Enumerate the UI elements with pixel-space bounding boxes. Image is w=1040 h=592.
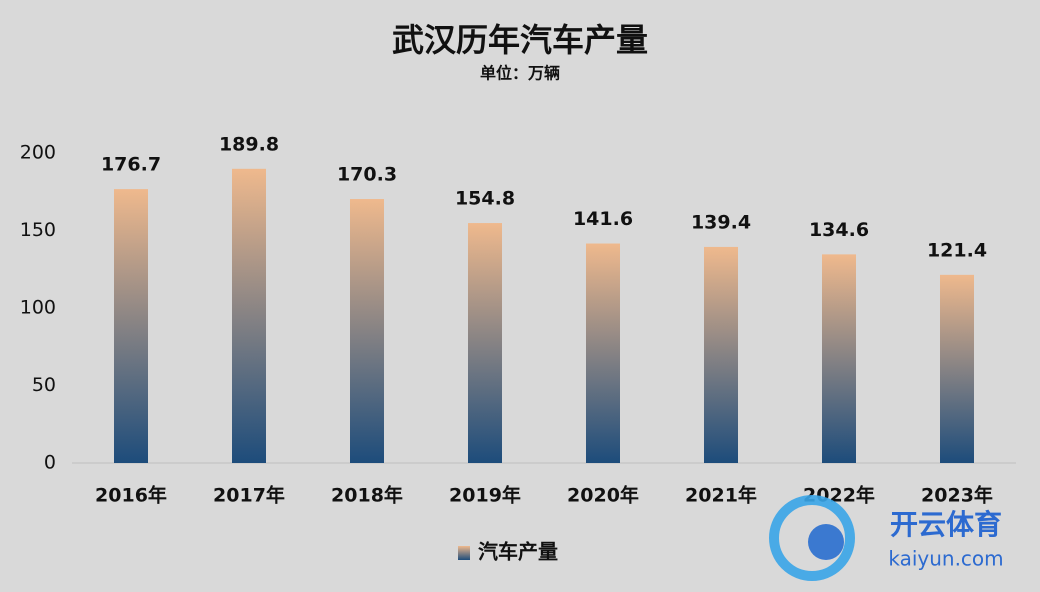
x-tick-label: 2023年 xyxy=(921,484,993,507)
value-label: 176.7 xyxy=(101,154,161,176)
value-label: 189.8 xyxy=(219,133,279,155)
bar xyxy=(586,243,620,463)
watermark-brand: 开云体育 xyxy=(890,508,1002,541)
watermark-logo xyxy=(769,495,855,581)
chart-title: 武汉历年汽车产量 xyxy=(392,21,648,59)
bar xyxy=(822,254,856,463)
value-label: 121.4 xyxy=(927,239,987,261)
x-tick-label: 2020年 xyxy=(567,484,639,507)
chart-subtitle: 单位：万辆 xyxy=(480,64,560,83)
y-tick-label: 100 xyxy=(20,297,56,319)
y-tick-label: 150 xyxy=(20,219,56,241)
y-tick-label: 200 xyxy=(20,142,56,164)
bar xyxy=(350,199,384,463)
value-label: 134.6 xyxy=(809,219,869,241)
bar xyxy=(114,189,148,464)
value-label: 154.8 xyxy=(455,188,515,210)
x-tick-label: 2021年 xyxy=(685,484,757,507)
x-tick-label: 2019年 xyxy=(449,484,521,507)
bar xyxy=(704,246,738,463)
x-tick-label: 2016年 xyxy=(95,484,167,507)
value-label: 139.4 xyxy=(691,211,751,233)
bar xyxy=(468,223,502,463)
watermark: 开云体育 kaiyun.com xyxy=(769,495,1004,581)
watermark-ball xyxy=(808,524,844,560)
x-tick-label: 2017年 xyxy=(213,484,285,507)
watermark-url: kaiyun.com xyxy=(888,547,1003,571)
legend-label: 汽车产量 xyxy=(478,540,558,564)
bar xyxy=(940,274,974,463)
value-label: 141.6 xyxy=(573,208,633,230)
bar xyxy=(232,168,266,463)
legend-swatch xyxy=(458,546,470,560)
y-tick-label: 50 xyxy=(32,374,56,396)
x-tick-label: 2018年 xyxy=(331,484,403,507)
y-tick-label: 0 xyxy=(44,452,56,474)
value-label: 170.3 xyxy=(337,164,397,186)
